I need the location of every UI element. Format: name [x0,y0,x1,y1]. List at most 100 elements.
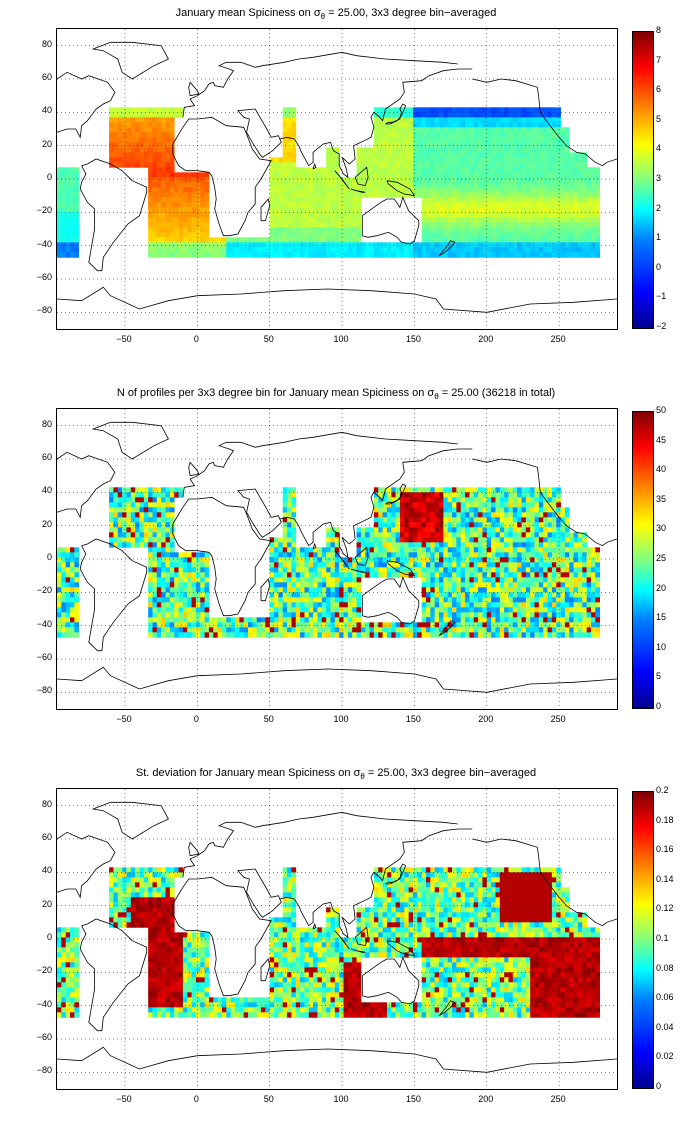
data-cell [343,587,349,593]
data-cell [287,122,292,128]
data-cell [573,242,579,248]
data-cell [512,192,518,198]
data-cell [560,202,566,208]
data-cell [191,622,197,628]
data-cell [408,157,414,163]
data-cell [178,237,184,243]
data-cell [434,577,440,583]
data-cell [508,252,514,258]
data-cell [421,202,427,208]
data-cell [135,117,140,123]
data-cell [369,162,375,168]
data-cell [517,172,522,178]
data-cell [61,577,67,583]
data-cell [248,627,253,633]
data-cell [291,152,297,158]
data-cell [452,232,457,238]
data-cell [304,612,310,618]
data-cell [564,512,570,518]
data-cell [425,632,431,638]
data-cell [282,252,288,258]
data-cell [417,527,423,533]
data-cell [360,557,366,563]
data-cell [278,617,284,623]
data-cell [443,527,449,533]
data-cell [543,547,548,553]
data-cell [382,127,388,133]
colorbar-tick-label: 40 [656,464,667,475]
data-cell [430,177,436,183]
data-cell [512,127,518,133]
data-cell [304,242,310,248]
data-cell [482,197,488,203]
data-cell [508,192,514,198]
data-cell [482,172,488,178]
data-cell [61,217,67,223]
data-cell [300,567,305,573]
data-cell [208,622,214,628]
data-cell [343,597,349,603]
data-cell [334,247,340,253]
data-cell [504,567,509,573]
data-cell [300,177,305,183]
data-cell [169,522,175,528]
data-cell [447,622,453,628]
data-cell [339,252,344,258]
data-cell [425,197,431,203]
data-cell [443,137,449,143]
data-cell [182,627,188,633]
data-cell [473,192,479,198]
data-cell [434,142,440,148]
data-cell [148,157,153,163]
data-cell [373,137,379,143]
data-cell [569,157,574,163]
data-cell [447,532,453,538]
data-cell [152,517,158,523]
data-cell [195,227,201,233]
data-cell [456,197,462,203]
data-cell [586,247,592,253]
data-cell [525,142,531,148]
data-cell [282,507,288,513]
data-cell [391,622,396,628]
data-cell [478,532,483,538]
data-cell [122,512,127,518]
data-cell [412,242,418,248]
data-cell [126,152,132,158]
coastline [386,180,416,197]
data-cell [499,517,505,523]
data-cell [287,212,292,218]
data-cell [230,627,236,633]
data-cell [282,127,288,133]
data-cell [226,622,232,628]
data-cell [525,587,531,593]
data-cell [534,172,540,178]
data-cell [326,187,331,193]
data-cell [577,252,583,258]
data-cell [187,182,192,188]
data-cell [486,517,492,523]
data-cell [152,187,158,193]
data-cell [434,492,440,498]
data-cell [495,522,501,528]
colorbar-tick-label: 2 [656,202,662,213]
data-cell [525,192,531,198]
data-cell [517,137,522,143]
data-cell [182,182,188,188]
data-cell [551,137,557,143]
data-cell [143,142,149,148]
data-cell [499,207,505,213]
data-cell [326,622,331,628]
data-cell [543,142,548,148]
data-cell [195,222,201,228]
data-cell [534,542,540,548]
data-cell [469,502,475,508]
data-cell [504,247,509,253]
coastline [385,483,407,505]
data-cell [386,242,392,248]
data-cell [547,582,553,588]
coastline [57,451,116,519]
data-cell [386,487,392,493]
data-cell [478,562,483,568]
data-cell [564,517,570,523]
